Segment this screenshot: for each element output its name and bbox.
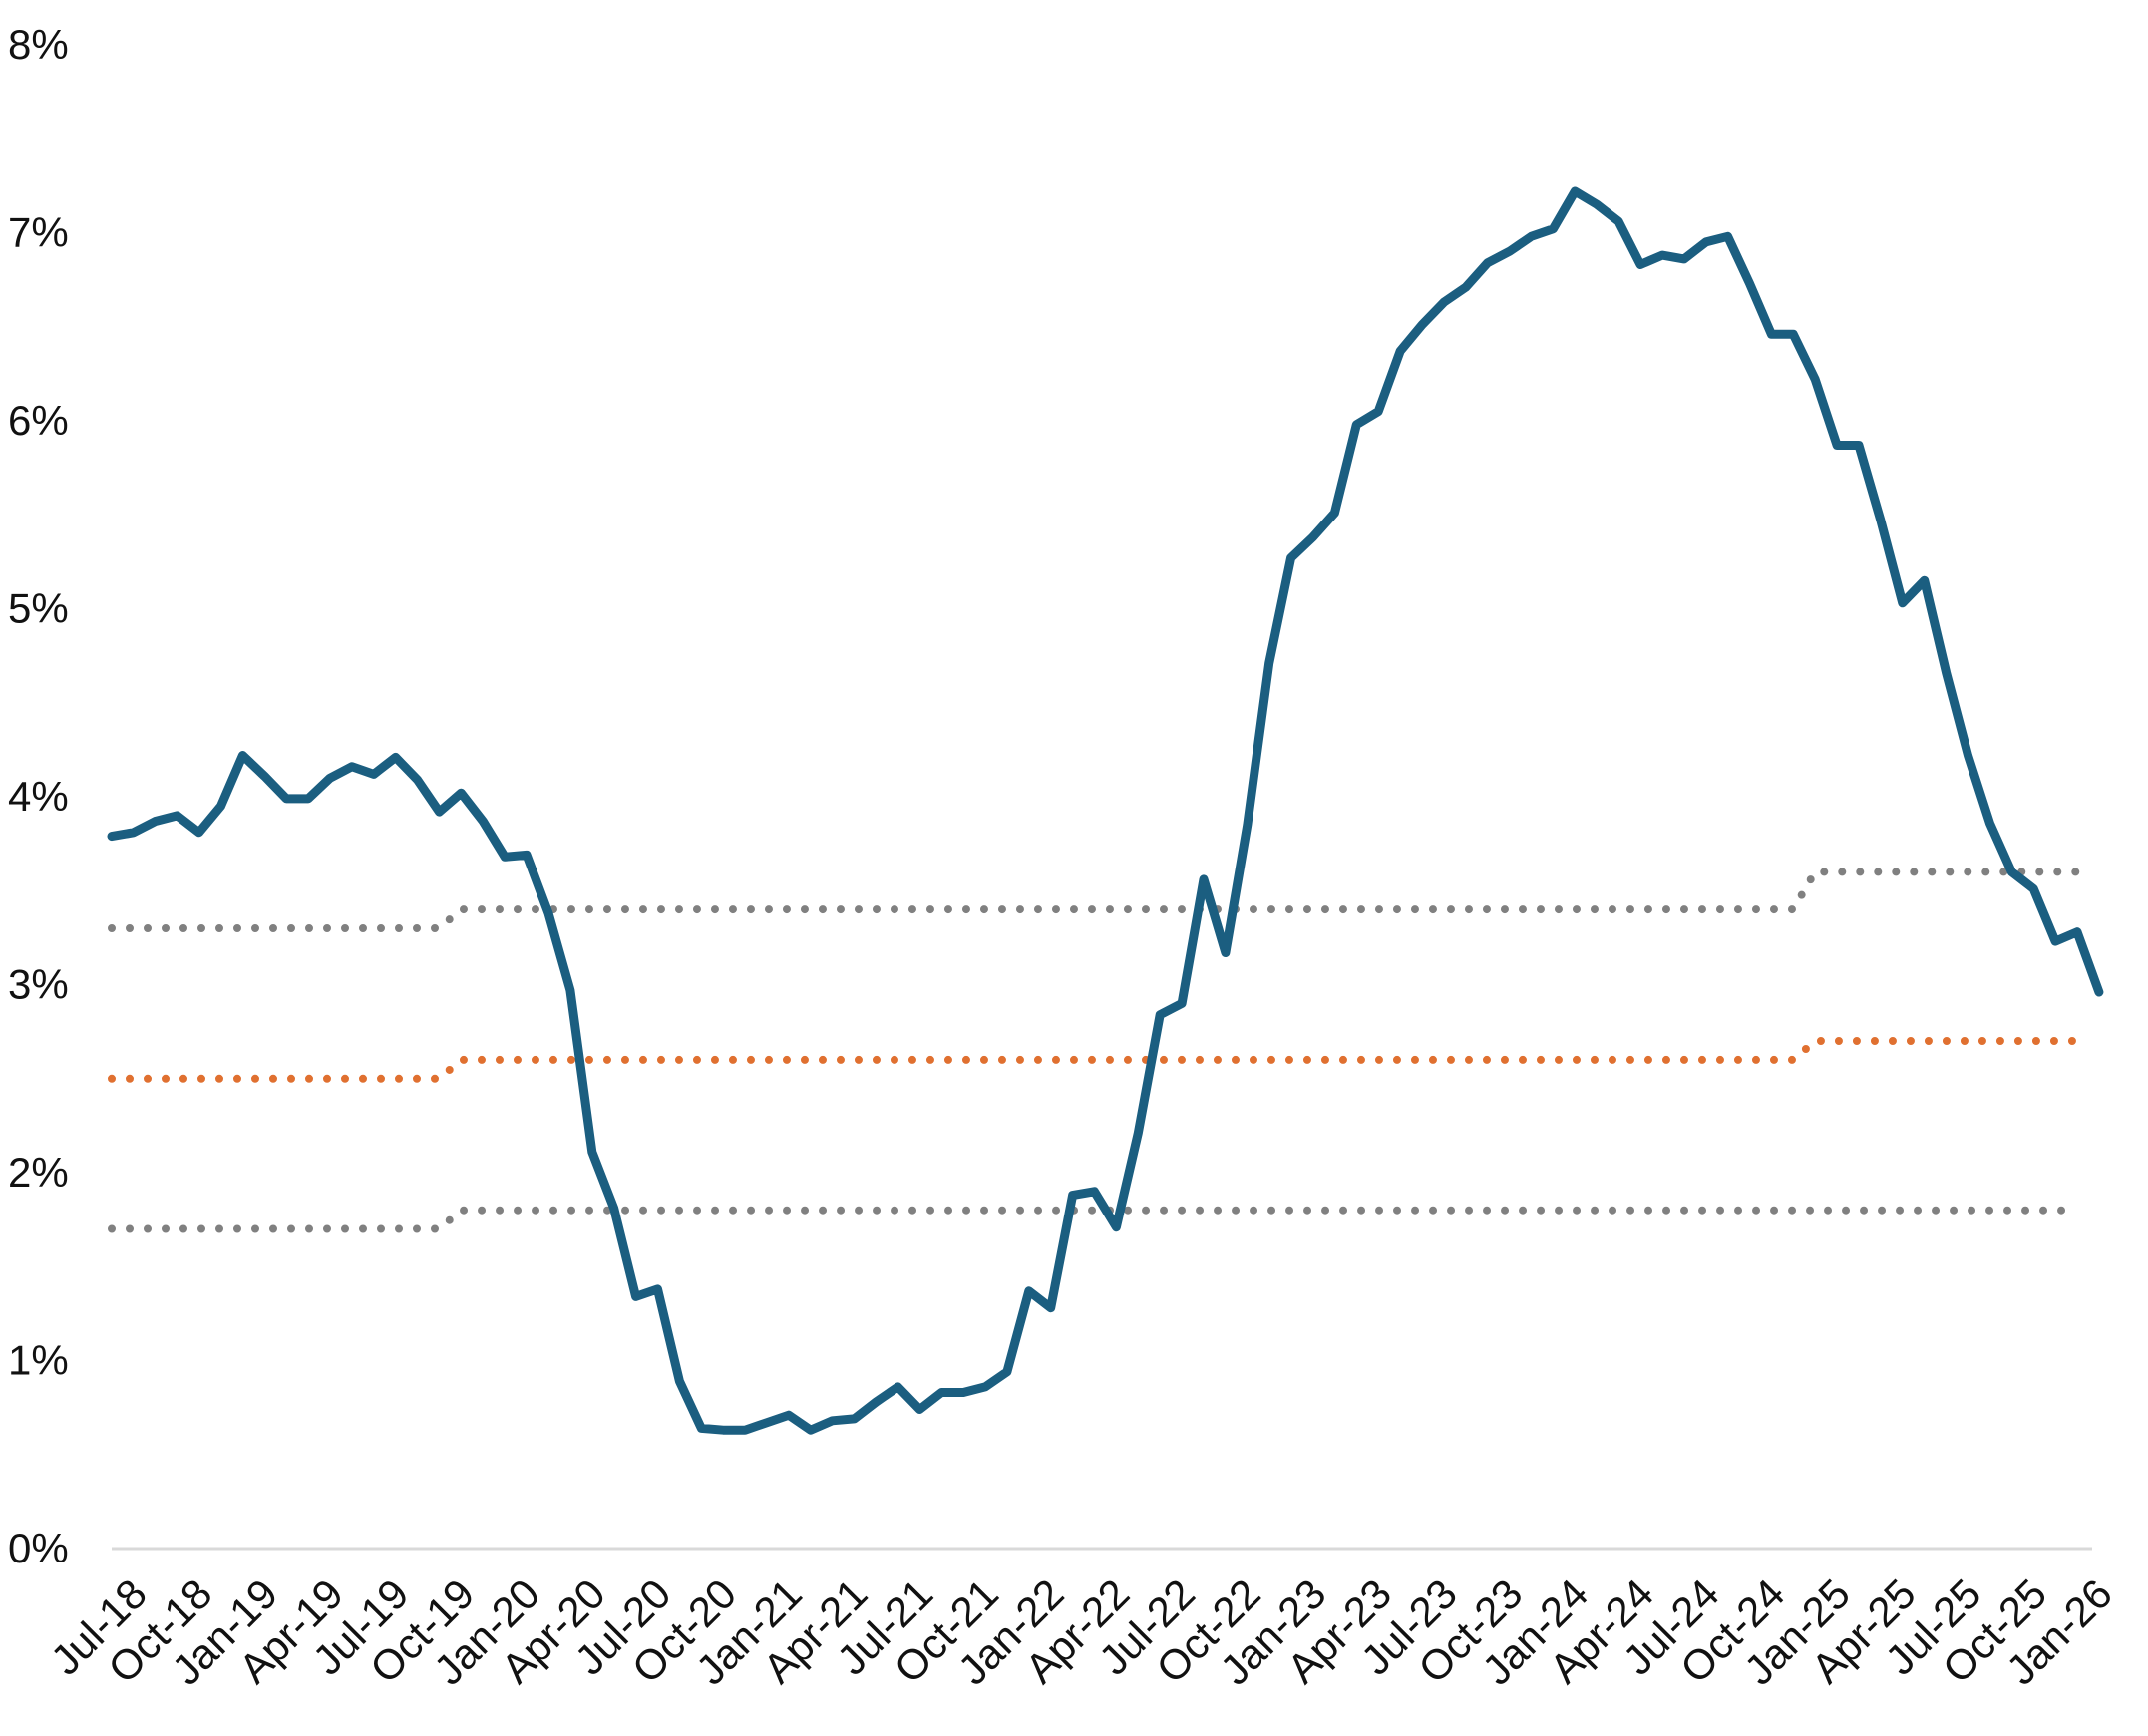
y-tick-label: 0% bbox=[8, 1525, 69, 1571]
y-tick-label: 8% bbox=[8, 21, 69, 68]
y-tick-label: 4% bbox=[8, 773, 69, 820]
series-line-dotted bbox=[108, 1037, 2081, 1083]
y-tick-label: 1% bbox=[8, 1337, 69, 1384]
y-tick-label: 6% bbox=[8, 397, 69, 444]
y-tick-label: 7% bbox=[8, 209, 69, 256]
y-tick-label: 3% bbox=[8, 961, 69, 1008]
series-line-dotted bbox=[108, 1206, 2081, 1233]
series-line-solid bbox=[107, 186, 2104, 1435]
y-tick-label: 5% bbox=[8, 585, 69, 632]
x-axis-ticks: Jul-18Oct-18Jan-19Apr-19Jul-19Oct-19Jan-… bbox=[42, 1570, 2121, 1694]
series-line-dotted bbox=[108, 868, 2081, 932]
y-tick-label: 2% bbox=[8, 1149, 69, 1196]
series-layer bbox=[107, 186, 2104, 1435]
y-axis-ticks: 0% 1% 2% 3% 4% 5% 6% 7% 8% bbox=[8, 21, 69, 1571]
